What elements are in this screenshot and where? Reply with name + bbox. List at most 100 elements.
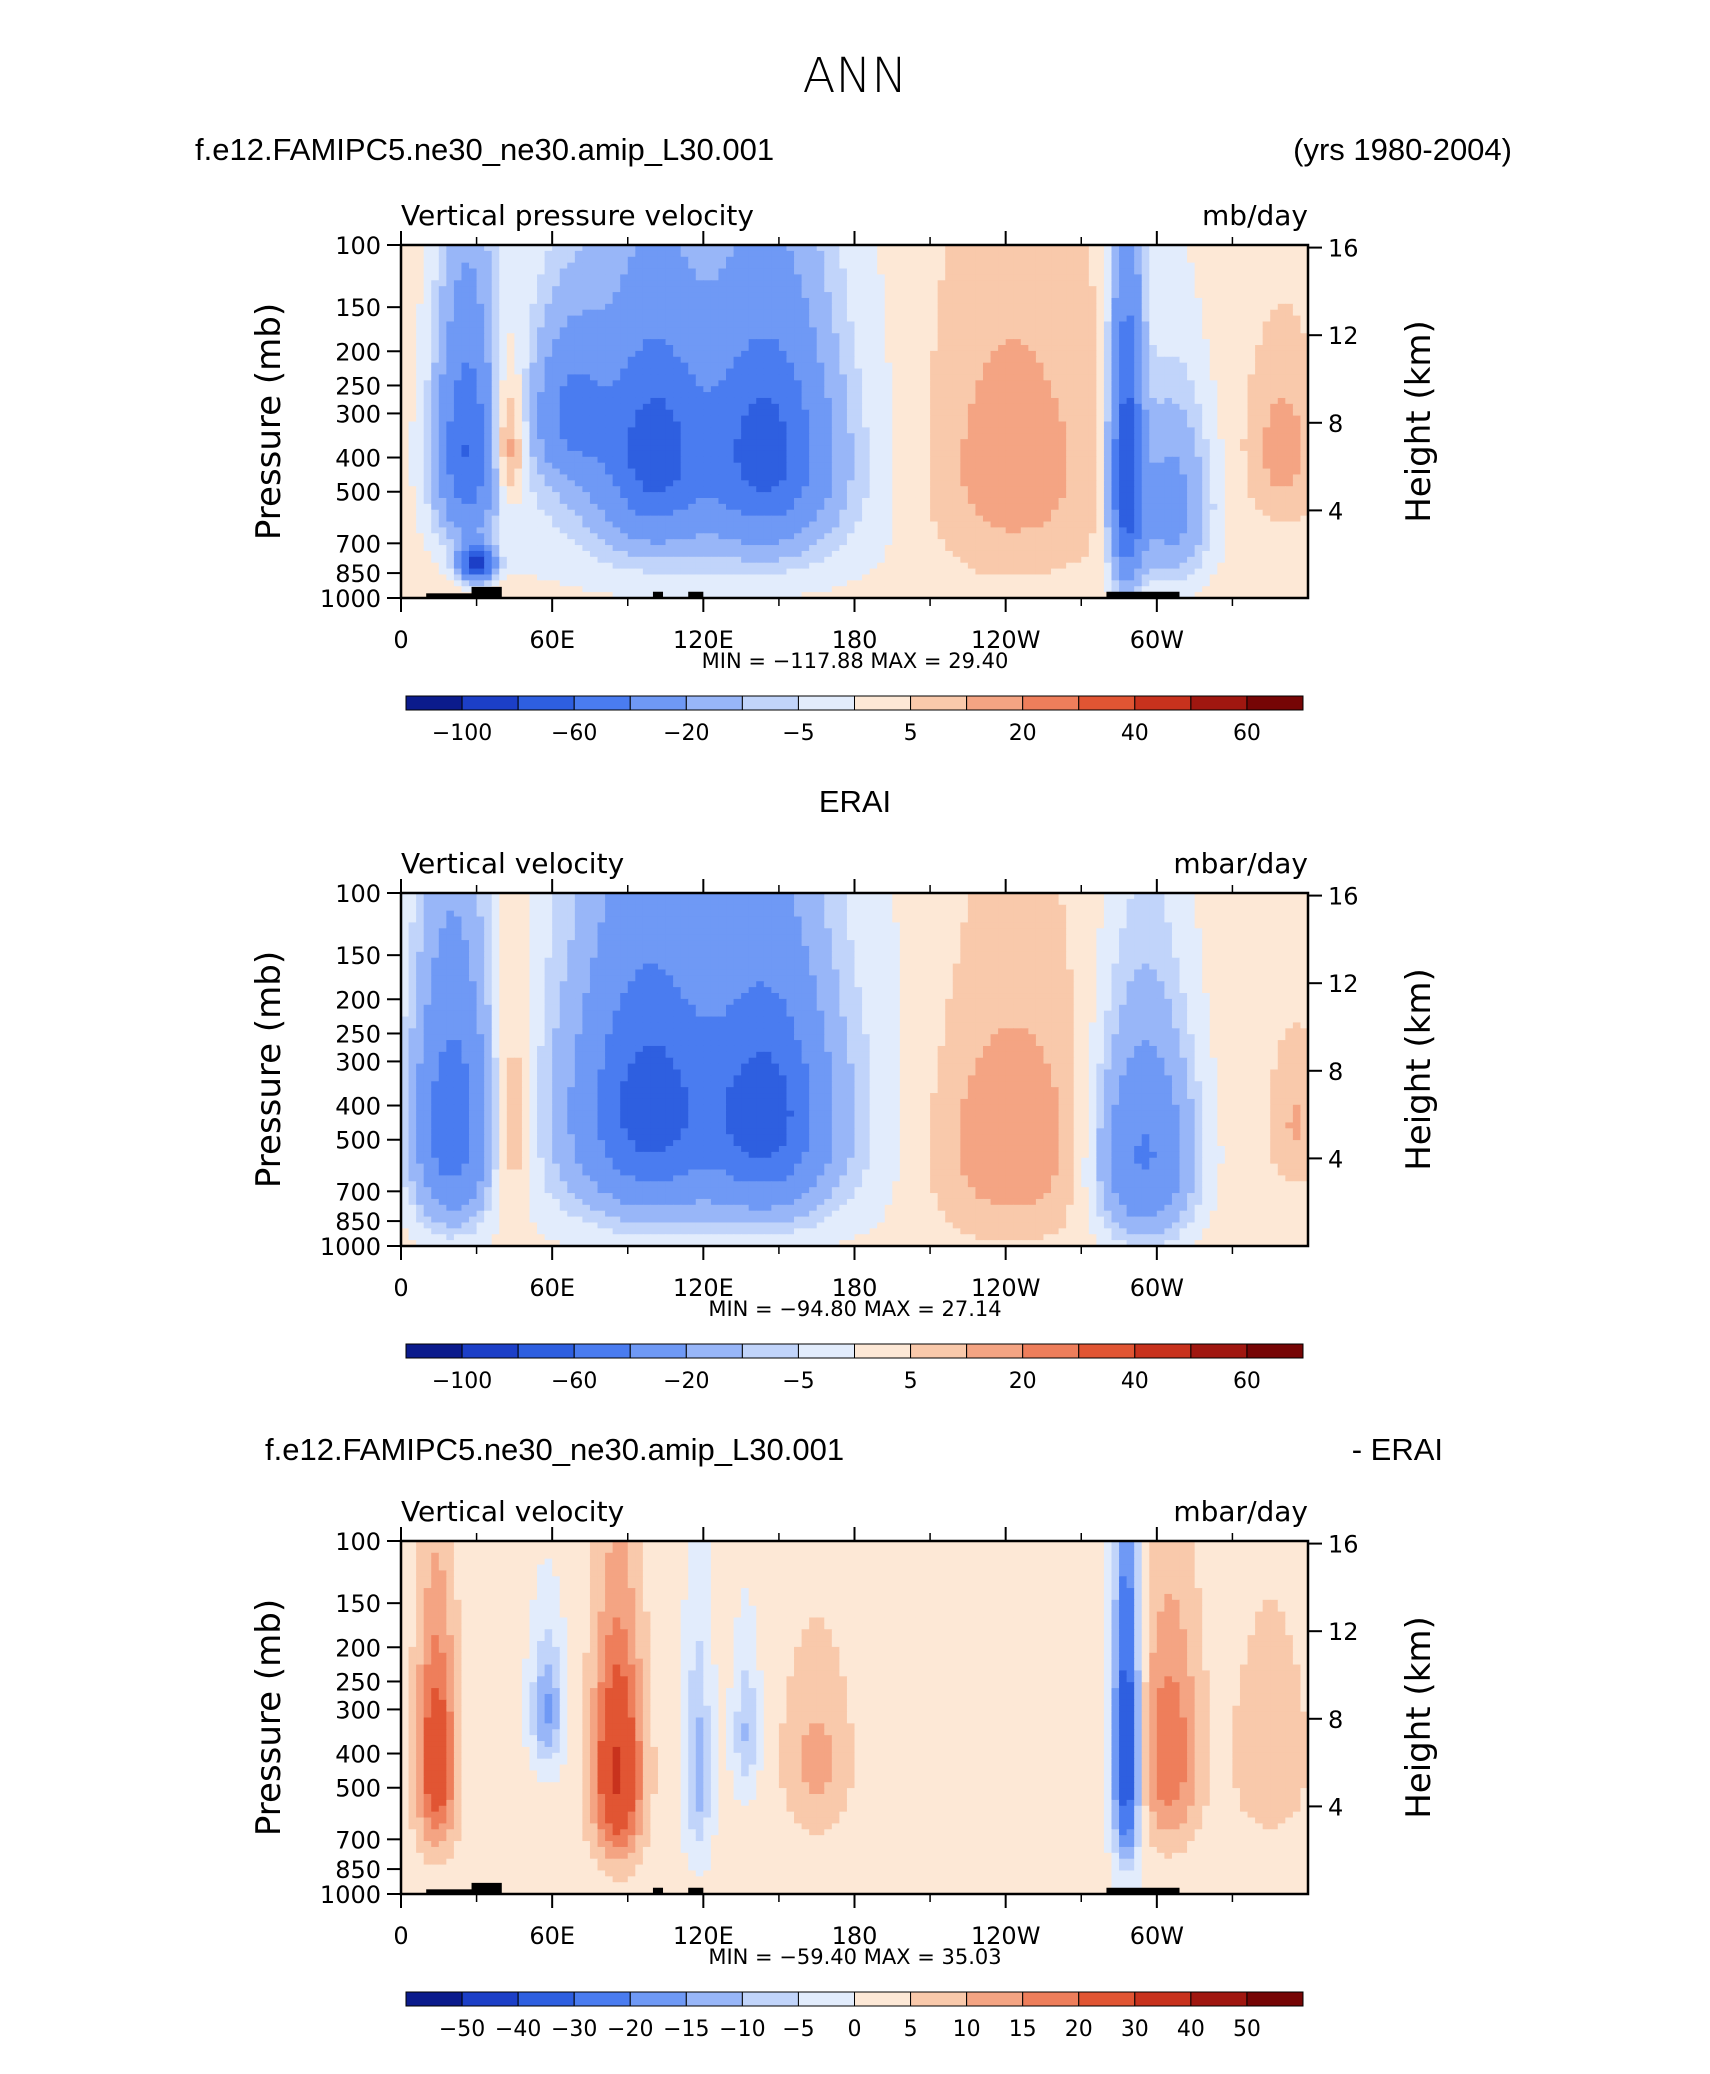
contour-cell — [598, 310, 606, 316]
contour-cell — [1134, 416, 1142, 422]
contour-cell — [870, 392, 878, 398]
contour-cell — [545, 298, 553, 304]
contour-cell — [1066, 457, 1074, 463]
contour-cell — [779, 298, 787, 304]
contour-cell — [870, 316, 878, 322]
contour-cell — [605, 351, 613, 357]
contour-cell — [923, 345, 931, 351]
contour-cell — [1278, 310, 1286, 316]
contour-cell — [1270, 274, 1278, 280]
contour-cell — [749, 398, 757, 404]
contour-cell — [446, 404, 454, 410]
contour-cell — [718, 263, 726, 269]
contour-cell — [938, 310, 946, 316]
contour-cell — [1195, 404, 1203, 410]
contour-cell — [1104, 380, 1112, 386]
contour-cell — [499, 333, 507, 339]
contour-cell — [1255, 369, 1263, 375]
contour-cell — [960, 269, 968, 275]
contour-cell — [1210, 433, 1218, 439]
contour-cell — [1293, 439, 1301, 445]
contour-cell — [560, 474, 568, 480]
contour-cell — [991, 298, 999, 304]
contour-cell — [983, 445, 991, 451]
contour-cell — [1278, 463, 1286, 469]
contour-cell — [1255, 333, 1263, 339]
contour-cell — [514, 263, 522, 269]
contour-cell — [824, 369, 832, 375]
contour-cell — [802, 369, 810, 375]
contour-cell — [877, 392, 885, 398]
contour-cell — [620, 398, 628, 404]
contour-cell — [1202, 257, 1210, 263]
contour-cell — [1232, 398, 1240, 404]
contour-cell — [409, 404, 417, 410]
contour-cell — [983, 321, 991, 327]
contour-cell — [802, 321, 810, 327]
contour-cell — [1066, 374, 1074, 380]
contour-cell — [711, 451, 719, 457]
contour-cell — [1210, 463, 1218, 469]
contour-cell — [1089, 286, 1097, 292]
contour-cell — [552, 369, 560, 375]
contour-cell — [658, 333, 666, 339]
contour-cell — [983, 286, 991, 292]
contour-cell — [998, 304, 1006, 310]
contour-cell — [817, 392, 825, 398]
contour-cell — [1270, 416, 1278, 422]
contour-cell — [998, 439, 1006, 445]
contour-cell — [477, 392, 485, 398]
contour-cell — [915, 369, 923, 375]
contour-cell — [756, 304, 764, 310]
contour-cell — [1059, 269, 1067, 275]
contour-cell — [567, 457, 575, 463]
contour-cell — [711, 392, 719, 398]
contour-cell — [1104, 457, 1112, 463]
contour-cell — [681, 398, 689, 404]
contour-cell — [802, 416, 810, 422]
contour-cell — [552, 486, 560, 492]
contour-cell — [945, 416, 953, 422]
contour-cell — [832, 416, 840, 422]
contour-cell — [605, 410, 613, 416]
contour-cell — [900, 310, 908, 316]
contour-cell — [514, 274, 522, 280]
contour-cell — [1195, 269, 1203, 275]
contour-cell — [545, 369, 553, 375]
contour-cell — [756, 439, 764, 445]
contour-cell — [1210, 280, 1218, 286]
contour-cell — [960, 427, 968, 433]
contour-cell — [1111, 257, 1119, 263]
contour-cell — [507, 316, 515, 322]
contour-cell — [930, 280, 938, 286]
contour-cell — [900, 439, 908, 445]
contour-cell — [446, 386, 454, 392]
contour-cell — [1263, 321, 1271, 327]
contour-cell — [1021, 474, 1029, 480]
contour-cell — [953, 304, 961, 310]
contour-cell — [650, 345, 658, 351]
contour-cell — [718, 286, 726, 292]
contour-cell — [431, 298, 439, 304]
contour-cell — [431, 398, 439, 404]
contour-cell — [492, 316, 500, 322]
contour-cell — [1240, 439, 1248, 445]
contour-cell — [1059, 345, 1067, 351]
contour-cell — [499, 292, 507, 298]
contour-cell — [1195, 410, 1203, 416]
contour-cell — [1210, 410, 1218, 416]
contour-cell — [461, 392, 469, 398]
contour-cell — [983, 292, 991, 298]
contour-cell — [1180, 386, 1188, 392]
contour-cell — [1074, 351, 1082, 357]
contour-cell — [975, 410, 983, 416]
contour-cell — [1149, 269, 1157, 275]
contour-cell — [1081, 374, 1089, 380]
contour-cell — [1232, 316, 1240, 322]
contour-cell — [975, 374, 983, 380]
contour-cell — [681, 486, 689, 492]
contour-cell — [439, 257, 447, 263]
contour-cell — [673, 257, 681, 263]
contour-cell — [696, 422, 704, 428]
contour-cell — [658, 369, 666, 375]
